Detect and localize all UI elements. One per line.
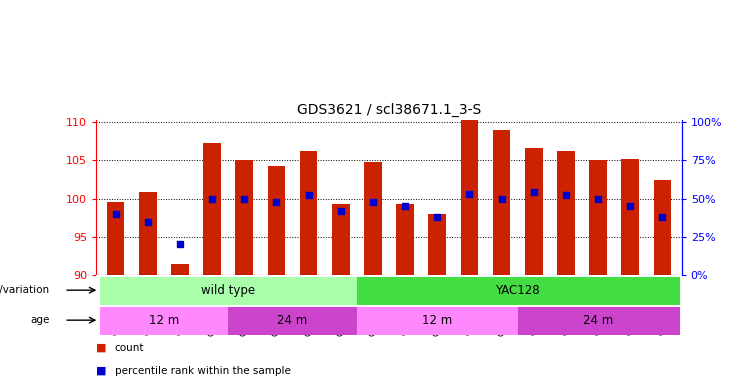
Bar bbox=[268, 166, 285, 275]
Text: 24 m: 24 m bbox=[583, 314, 614, 327]
Bar bbox=[139, 192, 156, 275]
Point bbox=[496, 195, 508, 202]
Text: age: age bbox=[30, 315, 50, 325]
Point bbox=[302, 192, 314, 199]
Text: ■: ■ bbox=[96, 366, 107, 376]
Text: 24 m: 24 m bbox=[277, 314, 308, 327]
Point bbox=[174, 242, 186, 248]
Text: 12 m: 12 m bbox=[149, 314, 179, 327]
Point bbox=[625, 203, 637, 209]
Point bbox=[206, 195, 218, 202]
Point bbox=[110, 211, 122, 217]
Text: percentile rank within the sample: percentile rank within the sample bbox=[115, 366, 290, 376]
Point bbox=[431, 214, 443, 220]
Bar bbox=[557, 151, 575, 275]
Bar bbox=[357, 307, 518, 334]
Bar bbox=[493, 129, 511, 275]
Bar bbox=[107, 202, 124, 275]
Point bbox=[367, 199, 379, 205]
Bar bbox=[622, 159, 639, 275]
Bar bbox=[518, 307, 679, 334]
Point bbox=[657, 214, 668, 220]
Text: count: count bbox=[115, 343, 144, 353]
Point bbox=[399, 203, 411, 209]
Point bbox=[335, 208, 347, 214]
Bar bbox=[228, 307, 357, 334]
Bar bbox=[99, 307, 228, 334]
Bar bbox=[203, 143, 221, 275]
Bar bbox=[396, 204, 414, 275]
Bar bbox=[525, 148, 542, 275]
Title: GDS3621 / scl38671.1_3-S: GDS3621 / scl38671.1_3-S bbox=[297, 103, 481, 117]
Text: wild type: wild type bbox=[201, 284, 255, 297]
Text: 12 m: 12 m bbox=[422, 314, 453, 327]
Bar bbox=[171, 264, 189, 275]
Point bbox=[270, 199, 282, 205]
Point bbox=[528, 189, 539, 195]
Bar bbox=[364, 162, 382, 275]
Bar bbox=[99, 276, 357, 304]
Bar bbox=[589, 160, 607, 275]
Bar bbox=[357, 276, 679, 304]
Text: YAC128: YAC128 bbox=[496, 284, 540, 297]
Bar bbox=[236, 160, 253, 275]
Point bbox=[142, 218, 153, 225]
Bar bbox=[654, 180, 671, 275]
Bar bbox=[428, 214, 446, 275]
Point bbox=[592, 195, 604, 202]
Point bbox=[239, 195, 250, 202]
Bar bbox=[461, 120, 478, 275]
Bar bbox=[300, 151, 317, 275]
Text: genotype/variation: genotype/variation bbox=[0, 285, 50, 295]
Point bbox=[560, 192, 572, 199]
Bar bbox=[332, 204, 350, 275]
Text: ■: ■ bbox=[96, 343, 107, 353]
Point bbox=[464, 191, 476, 197]
